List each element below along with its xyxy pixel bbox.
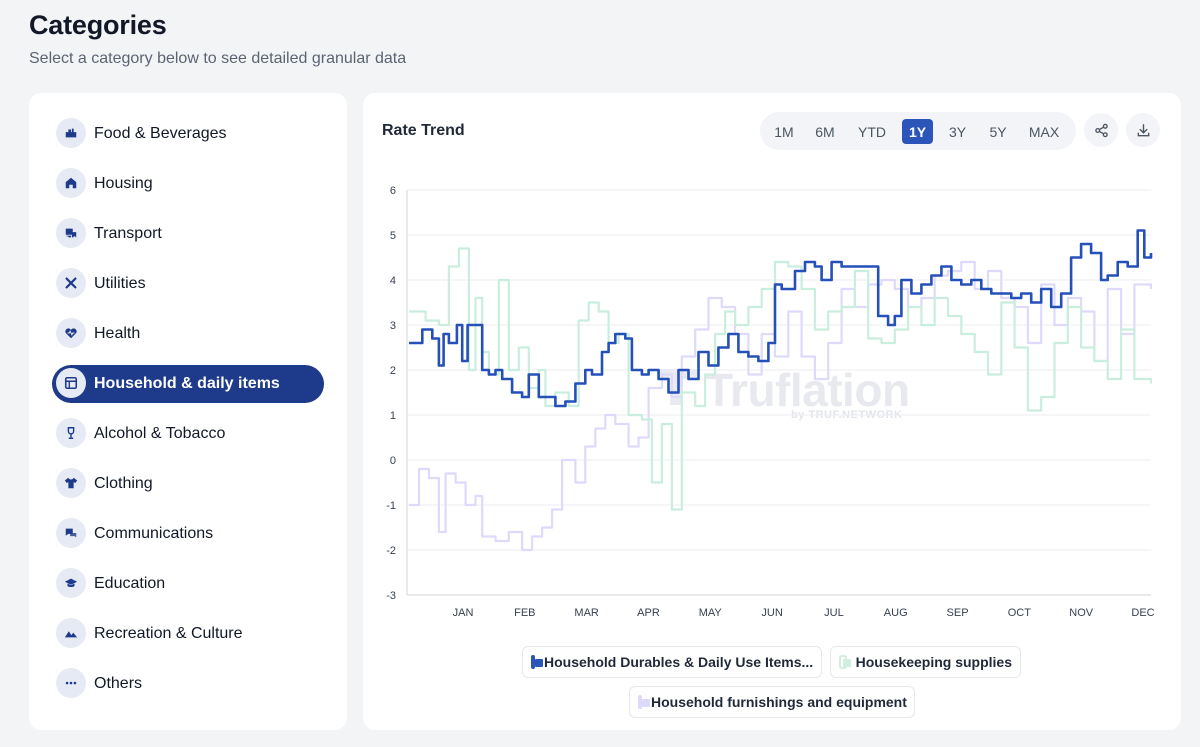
y-tick-label: -3 bbox=[386, 590, 396, 602]
x-tick-label: FEB bbox=[514, 607, 535, 619]
household-icon bbox=[56, 368, 86, 398]
range-3y-button[interactable]: 3Y bbox=[948, 123, 967, 140]
shirt-icon bbox=[56, 468, 86, 498]
category-health[interactable]: Health bbox=[52, 315, 324, 353]
category-recreation-culture[interactable]: Recreation & Culture bbox=[52, 615, 324, 653]
y-tick-label: 1 bbox=[390, 410, 396, 422]
category-clothing[interactable]: Clothing bbox=[52, 465, 324, 503]
category-communications[interactable]: Communications bbox=[52, 515, 324, 553]
legend-label: Household furnishings and equipment bbox=[651, 694, 907, 710]
chart-title: Rate Trend bbox=[382, 122, 465, 139]
category-label: Clothing bbox=[94, 475, 153, 492]
x-tick-label: JUL bbox=[824, 607, 844, 619]
legend-label: Housekeeping supplies bbox=[855, 654, 1012, 670]
x-tick-label: JUN bbox=[761, 607, 782, 619]
y-tick-label: 0 bbox=[390, 455, 396, 467]
legend-item-furnishings[interactable]: Household furnishings and equipment bbox=[629, 686, 915, 718]
heart-icon bbox=[56, 318, 86, 348]
category-label: Housing bbox=[94, 175, 153, 192]
series-line-0 bbox=[409, 229, 1153, 408]
x-tick-label: MAY bbox=[699, 607, 723, 619]
category-alcohol-tobacco[interactable]: Alcohol & Tobacco bbox=[52, 415, 324, 453]
y-tick-label: 6 bbox=[390, 185, 396, 197]
y-tick-label: 5 bbox=[390, 230, 396, 242]
x-tick-label: JAN bbox=[453, 607, 474, 619]
x-tick-label: AUG bbox=[884, 607, 908, 619]
range-max-button[interactable]: MAX bbox=[1028, 123, 1060, 140]
food-icon bbox=[56, 118, 86, 148]
rate-trend-chart: 6 5 4 3 2 1 0 -1 -2 -3 JAN FEB MAR APR MAY JUN JUL AUG SEP… bbox=[386, 185, 1154, 619]
category-label: Health bbox=[94, 325, 141, 342]
watermark-name: Truflation bbox=[705, 364, 910, 416]
category-utilities[interactable]: Utilities bbox=[52, 265, 324, 303]
download-button[interactable] bbox=[1126, 113, 1160, 147]
legend-swatch bbox=[531, 655, 543, 669]
y-tick-label: -2 bbox=[386, 545, 396, 557]
legend-swatch bbox=[839, 655, 851, 669]
y-tick-label: -1 bbox=[386, 500, 396, 512]
category-others[interactable]: Others bbox=[52, 665, 324, 703]
y-tick-label: 3 bbox=[390, 320, 396, 332]
x-tick-label: NOV bbox=[1069, 607, 1094, 619]
rate-trend-card: Rate Trend 1M 6M YTD 1Y 3Y 5Y MAX Trufla… bbox=[363, 93, 1181, 730]
series-line-1 bbox=[409, 247, 1153, 511]
legend-item-housekeeping[interactable]: Housekeeping supplies bbox=[830, 646, 1021, 678]
house-icon bbox=[56, 168, 86, 198]
mountain-icon bbox=[56, 618, 86, 648]
category-label: Food & Beverages bbox=[94, 125, 227, 142]
category-sidebar: Food & Beverages Housing Transport Utili… bbox=[29, 93, 347, 730]
x-tick-label: DEC bbox=[1131, 607, 1154, 619]
share-button[interactable] bbox=[1084, 113, 1118, 147]
legend-label: Household Durables & Daily Use Items... bbox=[544, 654, 814, 670]
category-transport[interactable]: Transport bbox=[52, 215, 324, 253]
category-housing[interactable]: Housing bbox=[52, 165, 324, 203]
tools-icon bbox=[56, 268, 86, 298]
page-subtitle: Select a category below to see detailed … bbox=[29, 50, 407, 67]
range-ytd-button[interactable]: YTD bbox=[858, 123, 886, 140]
more-icon bbox=[56, 668, 86, 698]
x-tick-label: APR bbox=[637, 607, 660, 619]
category-label: Alcohol & Tobacco bbox=[94, 425, 226, 442]
y-tick-label: 2 bbox=[390, 365, 396, 377]
time-range-selector: 1M 6M YTD 1Y 3Y 5Y MAX bbox=[760, 112, 1076, 150]
x-tick-label: OCT bbox=[1008, 607, 1032, 619]
category-education[interactable]: Education bbox=[52, 565, 324, 603]
chat-icon bbox=[56, 518, 86, 548]
category-label: Utilities bbox=[94, 275, 146, 292]
category-household-daily-items[interactable]: Household & daily items bbox=[52, 365, 324, 403]
download-icon bbox=[1137, 123, 1149, 136]
legend-swatch bbox=[638, 695, 650, 709]
glass-icon bbox=[56, 418, 86, 448]
page-title: Categories bbox=[29, 10, 167, 40]
category-label: Education bbox=[94, 575, 166, 592]
category-label: Others bbox=[94, 675, 143, 692]
series-line-2 bbox=[409, 260, 1153, 552]
graduation-cap-icon bbox=[56, 568, 86, 598]
range-1y-button[interactable]: 1Y bbox=[902, 119, 933, 144]
transport-icon bbox=[56, 218, 86, 248]
legend-item-durables[interactable]: Household Durables & Daily Use Items... bbox=[522, 646, 822, 678]
range-5y-button[interactable]: 5Y bbox=[989, 123, 1007, 140]
share-icon bbox=[1094, 123, 1108, 137]
category-label: Transport bbox=[94, 225, 162, 242]
category-food-beverages[interactable]: Food & Beverages bbox=[52, 115, 324, 153]
x-tick-label: MAR bbox=[574, 607, 599, 619]
range-1m-button[interactable]: 1M bbox=[774, 123, 794, 140]
y-tick-label: 4 bbox=[390, 275, 396, 287]
range-6m-button[interactable]: 6M bbox=[815, 123, 835, 140]
category-label: Recreation & Culture bbox=[94, 625, 243, 642]
category-label: Household & daily items bbox=[94, 375, 280, 392]
x-tick-label: SEP bbox=[947, 607, 969, 619]
category-label: Communications bbox=[94, 525, 214, 542]
